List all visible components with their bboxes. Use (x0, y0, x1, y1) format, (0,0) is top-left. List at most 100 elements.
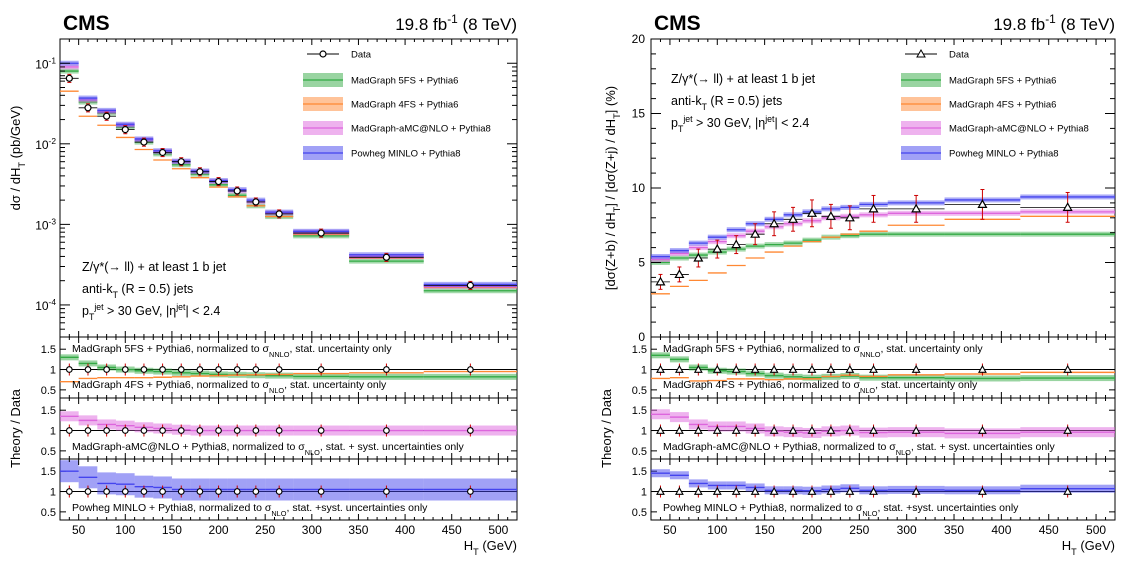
right-y-axis-title-part: T (612, 113, 622, 119)
data-point (65, 74, 73, 82)
luminosity-label-part: (8 TeV) (1056, 15, 1115, 34)
ratio-data-point (383, 366, 390, 373)
ratio-y-tick-label: 1.5 (632, 344, 647, 356)
data-point (769, 218, 780, 228)
ratio-data-point (196, 366, 204, 373)
ratio-data-point (467, 427, 474, 434)
left-y-tick-label: 10-2 (35, 136, 56, 152)
ratio-label-amc-part: , stat. + syst. uncertainties only (911, 441, 1056, 453)
data-point (214, 177, 223, 186)
ratio-data-point (977, 486, 987, 495)
annotation-jet-algo-part: (R = 0.5) jets (707, 94, 782, 108)
ratio-data-point (656, 364, 665, 373)
ratio-data-point (103, 488, 110, 495)
ratio-label-amc-part: MadGraph-aMC@NLO + Pythia8, normalized t… (72, 441, 305, 453)
data-point (693, 252, 704, 262)
annotation-selection: Z/γ*(→ ll) + at least 1 b jet (82, 260, 227, 274)
legend-label-amc: MadGraph-aMC@NLO + Pythia8 (949, 124, 1089, 135)
left-y-tick-label-part: -4 (49, 297, 57, 307)
ratio-data-point (788, 486, 798, 495)
ratio-data-point (196, 488, 204, 495)
annotation-jet-algo-part: T (702, 102, 708, 112)
ratio-data-point (769, 486, 779, 495)
x-tick-label: 50 (663, 523, 677, 537)
ratio-data-point (826, 486, 836, 495)
luminosity-label-part: -1 (447, 12, 458, 26)
annotation-kinematics: pTjet > 30 GeV, |ηjet| < 2.4 (82, 302, 220, 322)
x-tick-label: 250 (255, 523, 275, 537)
ratio-data-point (121, 488, 129, 495)
ratio-data-point (177, 366, 185, 373)
ratio-data-point (911, 486, 921, 495)
ratio-data-point (869, 425, 878, 434)
left-y-axis-title-part: (pb/GeV) (8, 106, 23, 162)
right-y-axis-title-part: ] / [dσ(Z+j) / dH (603, 119, 618, 207)
annotation-jet-algo: anti-kT (R = 0.5) jets (82, 282, 193, 300)
data-point (382, 253, 391, 261)
left-y-tick-label-part: 10 (35, 57, 49, 71)
ratio-label-amc-part: , stat. + syst. uncertainties only (320, 441, 465, 453)
ratio-y-tick-label: 1 (50, 487, 56, 499)
right-y-axis-title-part: T (612, 206, 622, 212)
ratio-data-point (693, 425, 703, 434)
ratio-data-point (788, 364, 798, 373)
ratio-label-mg5fs: MadGraph 5FS + Pythia6, normalized to σN… (663, 343, 983, 359)
ratio-data-point (1063, 364, 1073, 373)
left-y-axis-title: dσ / dHT (pb/GeV) (8, 106, 27, 211)
ratio-data-point (252, 488, 260, 495)
left-y-tick-label-part: 10 (35, 138, 49, 152)
annotation-kinematics-part: jet (682, 114, 693, 124)
x-tick-label: 500 (488, 523, 508, 537)
annotation-selection: Z/γ*(→ ll) + at least 1 b jet (671, 72, 816, 86)
ratio-data-point (731, 425, 741, 434)
ratio-data-point (317, 366, 325, 373)
ratio-data-point (65, 427, 73, 434)
ratio-y-tick-label: 1 (50, 426, 56, 438)
ratio-data-point (84, 488, 92, 495)
data-point (140, 138, 148, 146)
ratio-data-point (65, 366, 73, 373)
ratio-data-point (233, 427, 241, 434)
ratio-label-powheg: Powheg MINLO + Pythia8, normalized to σN… (663, 502, 1019, 518)
ratio-data-point (977, 425, 987, 434)
ratio-label-mg5fs-part: , stat. uncertainty only (289, 343, 392, 355)
ratio-data-point (84, 427, 92, 434)
data-point (121, 126, 129, 134)
left-y-tick-label-part: -3 (49, 216, 57, 226)
ratio-data-point (807, 425, 817, 434)
x-tick-label: 150 (755, 523, 775, 537)
ratio-data-point (911, 425, 921, 434)
ratio-data-point (674, 364, 684, 373)
ratio-data-point (712, 364, 722, 373)
x-tick-label: 100 (115, 523, 135, 537)
luminosity-label: 19.8 fb-1 (8 TeV) (993, 12, 1115, 34)
annotation-kinematics-part: T (678, 124, 684, 134)
data-point (674, 269, 685, 279)
right-y-tick-label: 15 (632, 107, 646, 121)
ratio-data-point (467, 366, 474, 373)
ratio-data-point (252, 366, 260, 373)
ratio-data-point (140, 366, 148, 373)
ratio-y-tick-label: 1.5 (632, 405, 647, 417)
data-point (103, 112, 111, 120)
left-y-tick-label: 10-1 (35, 55, 56, 71)
ratio-data-point (656, 425, 665, 434)
data-point (177, 158, 185, 166)
x-axis-title-part: H (1062, 538, 1071, 553)
ratio-y-tick-label: 1.5 (41, 405, 56, 417)
annotation-kinematics-part: | < 2.4 (774, 116, 809, 130)
ratio-data-point (317, 427, 325, 434)
ratio-data-point (869, 486, 878, 495)
ratio-data-point (712, 486, 722, 495)
annotation-kinematics-part: jet (764, 114, 775, 124)
data-point (868, 203, 879, 213)
ratio-label-powheg-part: , stat. +syst. uncertainties only (286, 502, 428, 514)
left-y-tick-label-part: -1 (49, 55, 57, 65)
ratio-data-point (845, 425, 855, 434)
ratio-data-point (215, 488, 222, 495)
ratio-data-point (84, 366, 92, 373)
ratio-data-point (233, 366, 241, 373)
left-y-axis-title-part: T (17, 162, 27, 168)
ratio-y-tick-label: 0.5 (632, 385, 647, 397)
ratio-data-point (750, 425, 760, 434)
